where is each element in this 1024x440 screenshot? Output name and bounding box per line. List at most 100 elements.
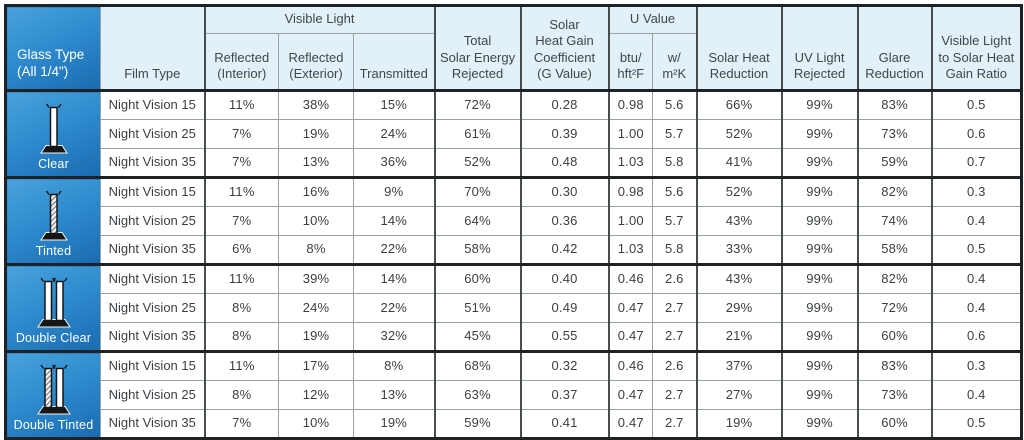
night-vision-performance-table: Glass Type (All 1/4") Film Type Visible … (4, 4, 1024, 440)
table-cell: 10% (278, 409, 354, 439)
glass-clear-icon (39, 103, 68, 154)
table-cell: 0.40 (519, 263, 610, 294)
table-cell: 0.39 (519, 119, 610, 149)
table-cell: 19% (278, 322, 354, 352)
table-cell: 73% (856, 380, 933, 410)
header-u-btu: btu/ hft²F (607, 33, 654, 92)
table-cell: 43% (695, 263, 783, 294)
table-cell: 68% (433, 350, 522, 381)
table-cell: 5.6 (652, 89, 698, 120)
table-cell: 72% (856, 293, 933, 323)
table-cell: 0.6 (930, 322, 1023, 352)
table-cell: 36% (352, 148, 436, 178)
table-cell: 99% (780, 322, 859, 352)
table-cell: 0.46 (607, 263, 654, 294)
table-cell: 52% (433, 148, 522, 178)
table-cell: 2.7 (652, 293, 698, 323)
table-cell: 11% (203, 263, 279, 294)
header-reflected-exterior: Reflected (Exterior) (278, 33, 354, 92)
table-cell: 0.3 (930, 176, 1023, 207)
table-cell: 60% (433, 263, 522, 294)
table-row: Night Vision 25 7% 10% 14% 64% 0.36 1.00 5.7 43%… (6, 206, 1023, 236)
film-type-cell: Night Vision 25 (100, 206, 205, 236)
table-header: Glass Type (All 1/4") Film Type Visible … (5, 5, 1023, 92)
table-cell: 52% (695, 176, 783, 207)
table-cell: 0.32 (519, 350, 610, 381)
table-cell: 0.3 (930, 350, 1023, 381)
table-cell: 0.5 (930, 235, 1023, 265)
table-cell: 10% (278, 206, 354, 236)
table-row: Night Vision 25 8% 24% 22% 51% 0.49 0.47 2.7 29%… (6, 293, 1023, 323)
table-cell: 22% (352, 235, 436, 265)
table-cell: 99% (780, 409, 859, 439)
table-cell: 5.8 (652, 148, 698, 178)
table-cell: 59% (433, 409, 522, 439)
table-cell: 41% (695, 148, 783, 178)
table-cell: 83% (856, 350, 933, 381)
film-type-cell: Night Vision 35 (100, 409, 205, 439)
film-type-cell: Night Vision 25 (100, 119, 205, 149)
film-type-cell: Night Vision 35 (100, 322, 205, 352)
table-cell: 0.55 (519, 322, 610, 352)
table-cell: 14% (352, 263, 436, 294)
table-cell: 74% (856, 206, 933, 236)
table-body: Clear Night Vision 15 11% 38% 15% 72% 0.28 0.98… (5, 89, 1023, 439)
table-cell: 58% (433, 235, 522, 265)
table-cell: 82% (856, 263, 933, 294)
table-row: Clear Night Vision 15 11% 38% 15% 72% 0.28 0.98… (5, 89, 1023, 178)
table-cell: 60% (856, 409, 933, 439)
table-cell: 0.47 (607, 293, 654, 323)
table-cell: 0.47 (607, 380, 654, 410)
table-row: Night Vision 35 6% 8% 22% 58% 0.42 1.03 5.8 33% 9… (6, 235, 1023, 265)
table-cell: 99% (780, 148, 859, 178)
table-cell: 58% (856, 235, 933, 265)
table-cell: 19% (352, 409, 436, 439)
table-cell: 59% (856, 148, 933, 178)
header-visible-light-to-solar-heat-gain-ratio: Visible Light to Solar Heat Gain Ratio (930, 5, 1023, 92)
table-cell: 99% (780, 206, 859, 236)
table-cell: 0.47 (607, 409, 654, 439)
table-row: Night Vision 35 8% 19% 32% 45% 0.55 0.47 2.7 21%… (6, 322, 1023, 352)
table-cell: 24% (278, 293, 354, 323)
table-cell: 19% (278, 119, 354, 149)
glass-type-label: Clear (38, 157, 69, 172)
glass-type-cell: Tinted (5, 176, 101, 265)
table-row: Double Tinted Night Vision 15 11% 17% 8% 68% 0… (5, 350, 1023, 439)
glass-type-label: Double Tinted (13, 418, 94, 433)
table-cell: 70% (433, 176, 522, 207)
header-solar-heat-reduction: Solar Heat Reduction (695, 5, 783, 92)
table-cell: 0.98 (607, 176, 654, 207)
table-cell: 0.36 (519, 206, 610, 236)
table-cell: 43% (695, 206, 783, 236)
table-cell: 1.00 (607, 206, 654, 236)
film-type-cell: Night Vision 15 (100, 89, 205, 120)
table-cell: 73% (856, 119, 933, 149)
table-cell: 8% (352, 350, 436, 381)
table-cell: 99% (780, 176, 859, 207)
table-cell: 17% (278, 350, 354, 381)
table-row: Tinted Night Vision 15 11% 16% 9% 70% 0.30 0.98… (5, 176, 1023, 265)
table-cell: 32% (352, 322, 436, 352)
table-row: Night Vision 25 7% 19% 24% 61% 0.39 1.00 5.7 52%… (6, 119, 1023, 149)
table-cell: 8% (203, 380, 279, 410)
table-cell: 0.5 (930, 409, 1023, 439)
film-type-cell: Night Vision 15 (100, 263, 205, 294)
table-cell: 0.42 (519, 235, 610, 265)
table-cell: 0.98 (607, 89, 654, 120)
table-cell: 0.48 (519, 148, 610, 178)
table-cell: 0.47 (607, 322, 654, 352)
glass-type-cell: Double Clear (5, 263, 101, 352)
table-cell: 51% (433, 293, 522, 323)
table-cell: 0.46 (607, 350, 654, 381)
header-total-solar-energy-rejected: Total Solar Energy Rejected (433, 5, 522, 92)
table-cell: 61% (433, 119, 522, 149)
film-type-cell: Night Vision 35 (100, 235, 205, 265)
table-cell: 0.7 (930, 148, 1023, 178)
table-cell: 63% (433, 380, 522, 410)
glass-tinted-icon (39, 190, 68, 241)
table-cell: 11% (203, 89, 279, 120)
table-cell: 0.49 (519, 293, 610, 323)
table-cell: 5.6 (652, 176, 698, 207)
header-film-type: Film Type (100, 5, 205, 92)
header-transmitted: Transmitted (352, 33, 436, 92)
